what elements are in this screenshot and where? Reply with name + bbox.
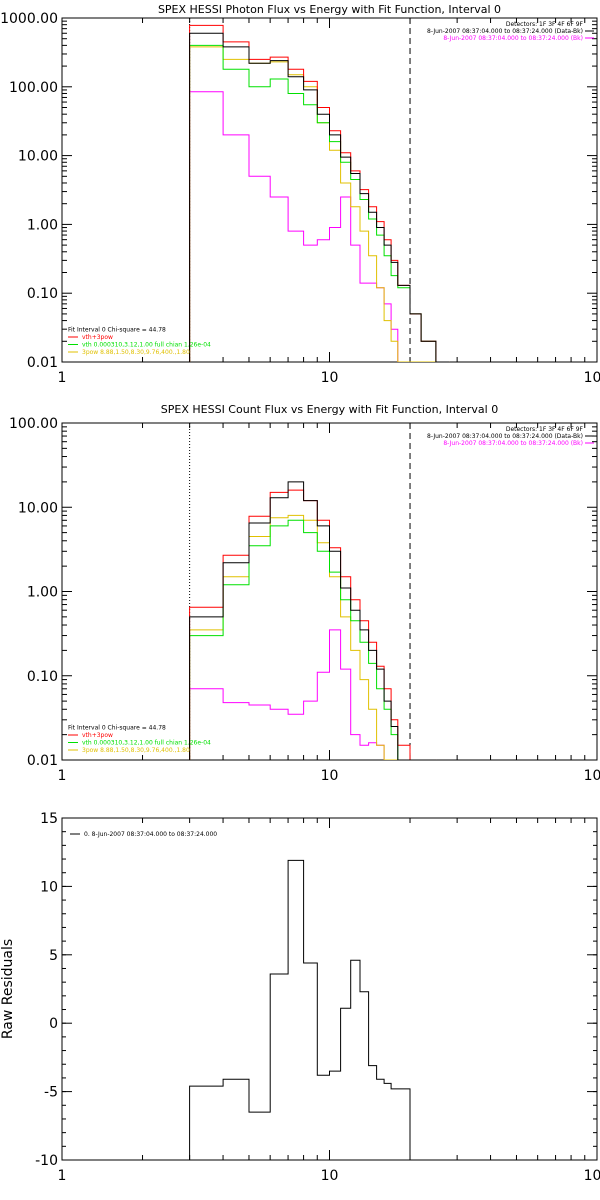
legend-line: Fit Interval 0 Chi-square = 44.78 xyxy=(68,327,166,334)
x-tick-label: 10 xyxy=(321,768,339,784)
x-tick-label: 100 xyxy=(584,1168,600,1184)
y-minor-ticks xyxy=(62,426,597,736)
series-data-line xyxy=(189,481,437,760)
series-vth-line xyxy=(189,519,437,760)
header-line: Detectors: 1F 3F 4F 6F 9F xyxy=(506,21,584,28)
legend-line: 0. 8-Jun-2007 08:37:04.000 to 08:37:24.0… xyxy=(84,831,217,838)
y-tick-label: 5 xyxy=(49,948,58,964)
header-line: Detectors: 1F 3F 4F 6F 9F xyxy=(506,426,584,433)
plot-frame xyxy=(61,817,598,1161)
header-line: 8-Jun-2007 08:37:04.000 to 08:37:24.000 … xyxy=(443,440,583,447)
y-tick-label: 0.01 xyxy=(27,753,58,769)
series-bk-line xyxy=(189,629,437,760)
chart-title: SPEX HESSI Photon Flux vs Energy with Fi… xyxy=(158,3,501,16)
header-line: 8-Jun-2007 08:37:04.000 to 08:37:24.000 … xyxy=(427,28,583,35)
y-tick-label: 10.00 xyxy=(18,149,58,165)
x-minor-ticks xyxy=(142,423,586,760)
legend-line: vth+3pow xyxy=(82,732,113,739)
y-axis-label: Raw Residuals xyxy=(0,939,16,1039)
y-tick-label: 100.00 xyxy=(9,416,58,432)
plot-frame xyxy=(61,17,598,363)
y-tick-label: -10 xyxy=(35,1153,58,1169)
y-tick-label: 1.00 xyxy=(27,217,58,233)
x-minor-ticks xyxy=(142,818,586,1160)
y-tick-label: 0.01 xyxy=(27,355,58,371)
legend-line: 3pow 8.88,1.50,8.30,9.76,400.,1.80 xyxy=(82,349,190,356)
x-tick-label: 100 xyxy=(584,768,600,784)
x-tick-label: 10 xyxy=(321,370,339,386)
y-minor-ticks xyxy=(62,20,597,342)
chart-count: SPEX HESSI Count Flux vs Energy with Fit… xyxy=(9,403,600,784)
x-tick-label: 100 xyxy=(584,370,600,386)
x-tick-label: 10 xyxy=(321,1168,339,1184)
x-tick-label: 1 xyxy=(58,1168,67,1184)
legend-line: vth+3pow xyxy=(82,334,113,341)
y-tick-label: 1000.00 xyxy=(0,11,58,27)
y-tick-label: 10 xyxy=(40,879,58,895)
series-group xyxy=(189,24,450,362)
legend-line: 3pow 8.88,1.50,8.30,9.76,400.,1.80 xyxy=(82,747,190,754)
chart-photon: SPEX HESSI Photon Flux vs Energy with Fi… xyxy=(0,3,600,386)
y-tick-label: 0.10 xyxy=(27,286,58,302)
series-group xyxy=(189,481,437,760)
y-tick-label: 10.00 xyxy=(18,500,58,516)
y-tick-label: -5 xyxy=(44,1085,58,1101)
x-tick-label: 1 xyxy=(58,768,67,784)
legend-line: vth 0.000310,3.12,1.00 full chian 1.26e-… xyxy=(82,342,211,349)
series-data-line xyxy=(189,859,411,1160)
series-bk-line xyxy=(189,91,450,362)
series-total-line xyxy=(189,489,437,760)
y-tick-label: 15 xyxy=(40,811,58,827)
legend-line: Fit Interval 0 Chi-square = 44.78 xyxy=(68,725,166,732)
y-tick-label: 100.00 xyxy=(9,80,58,96)
series-data-line xyxy=(189,32,450,362)
chart-title: SPEX HESSI Count Flux vs Energy with Fit… xyxy=(161,403,498,416)
y-minor-ticks xyxy=(62,817,597,1161)
chart-resid: 1 10 100 -10 -5 0 5 10 15 Raw Residuals 0. 8-Jun-2… xyxy=(0,811,600,1184)
y-tick-label: 0.10 xyxy=(27,669,58,685)
x-tick-label: 1 xyxy=(58,370,67,386)
series-group xyxy=(189,859,411,1160)
series-pow-line xyxy=(189,46,450,362)
header-line: 8-Jun-2007 08:37:04.000 to 08:37:24.000 … xyxy=(443,35,583,42)
plot-frame xyxy=(61,422,598,761)
y-tick-label: 0 xyxy=(49,1016,58,1032)
y-tick-label: 1.00 xyxy=(27,585,58,601)
legend-line: vth 0.000310,3.12,1.00 full chian 1.26e-… xyxy=(82,740,211,747)
series-pow-line xyxy=(189,514,437,760)
header-line: 8-Jun-2007 08:37:04.000 to 08:37:24.000 … xyxy=(427,433,583,440)
